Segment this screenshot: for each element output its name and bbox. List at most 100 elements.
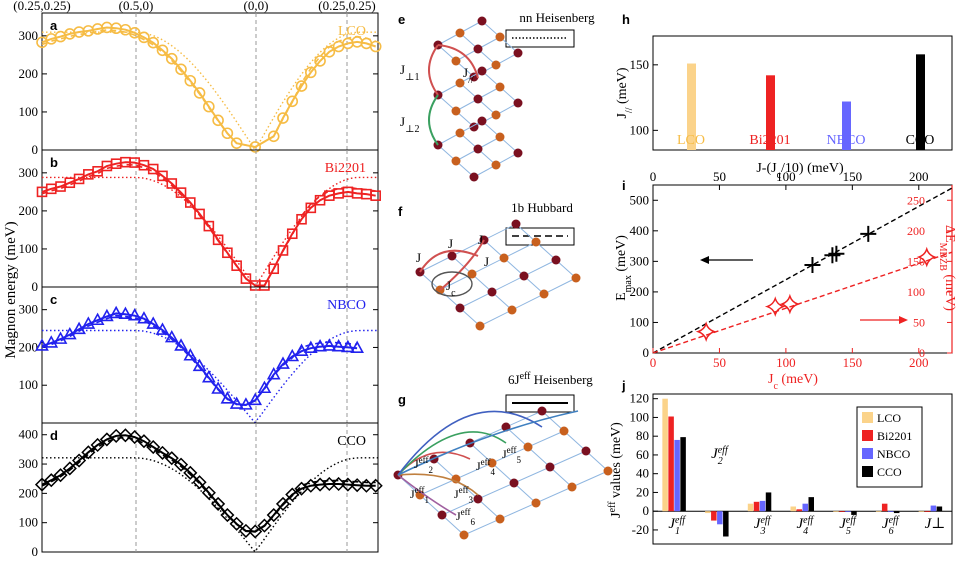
legend-label: LCO	[877, 411, 901, 425]
data-point	[118, 306, 133, 320]
data-point	[90, 437, 105, 453]
panel-j: j -20 0 20 40 60 80 100 120 Jeff values (meV) J1ef…	[607, 378, 953, 545]
data-point	[164, 451, 179, 466]
coupling-label: J⊥2	[400, 114, 419, 135]
y-tick-label: 0	[32, 142, 39, 157]
x-tick-label: 200	[909, 355, 929, 370]
data-point	[72, 453, 87, 468]
y-tick-label: 300	[19, 302, 39, 317]
bar	[802, 503, 808, 512]
data-point	[368, 478, 383, 493]
top-x-tick-label: 100	[776, 169, 796, 184]
lattice-site	[551, 255, 561, 265]
legend-swatch	[862, 412, 873, 423]
lattice-site	[469, 122, 479, 132]
fit-line-black	[652, 187, 953, 354]
arrow-right-head	[899, 316, 908, 324]
data-point	[259, 280, 270, 291]
lattice-site	[437, 510, 447, 520]
lattice-site	[467, 269, 477, 279]
data-point	[257, 518, 272, 533]
data-point	[62, 461, 77, 476]
bar	[687, 63, 696, 150]
top-x-tick-label: 0	[650, 169, 657, 184]
data-point	[331, 339, 346, 352]
arrow-left-head	[700, 256, 709, 264]
data-point	[201, 485, 216, 500]
lattice-site	[537, 406, 547, 416]
data-point	[220, 507, 235, 523]
top-q-label: (0,0)	[244, 0, 269, 13]
lattice-site	[495, 132, 505, 142]
bar	[668, 416, 674, 512]
coupling-label: Jeff3	[454, 485, 474, 505]
data-point	[138, 31, 150, 44]
data-point	[155, 445, 170, 460]
y-tick-label: 20	[636, 484, 649, 499]
data-point	[155, 322, 170, 335]
lattice-site	[447, 251, 457, 261]
top-q-label: (0.25,0.25)	[318, 0, 375, 13]
bar	[936, 506, 943, 512]
bar	[918, 511, 925, 512]
lattice-site	[559, 426, 569, 436]
y-tick-label: 200	[19, 66, 39, 81]
bar	[717, 511, 723, 525]
data-point	[146, 316, 161, 329]
lattice-site	[545, 462, 555, 472]
right-y-tick-label: 200	[907, 224, 925, 238]
data-point	[277, 112, 289, 124]
data-point	[192, 358, 207, 372]
lattice-site	[571, 273, 581, 283]
data-point	[331, 476, 346, 492]
lattice-site	[495, 32, 505, 42]
y-tick-label: 200	[19, 339, 39, 354]
data-point	[350, 478, 365, 493]
y-tick-label: 100	[19, 241, 39, 256]
y-tick-label: 100	[19, 515, 39, 530]
data-point	[229, 396, 244, 409]
exchange-path	[397, 474, 457, 516]
y-axis-title: Jeff values (meV)	[607, 422, 625, 518]
top-q-label: (0.5,0)	[119, 0, 154, 13]
exchange-path	[397, 410, 543, 476]
legend-swatch	[862, 448, 873, 459]
lattice-site	[509, 478, 519, 488]
coupling-label: Jeff5	[502, 445, 522, 465]
top-q-label: (0.25,0.25)	[13, 0, 70, 13]
bar	[924, 511, 931, 512]
data-point	[304, 66, 317, 79]
data-point	[322, 476, 337, 492]
top-x-tick-label: 50	[713, 169, 726, 184]
lattice-site	[477, 116, 487, 126]
fit-curve-solid	[41, 26, 377, 149]
data-point	[183, 348, 198, 361]
y-tick-label: 200	[630, 284, 650, 299]
lattice-bond	[419, 223, 517, 273]
lattice-site	[513, 98, 523, 108]
lattice-bond	[469, 442, 537, 504]
data-point	[230, 137, 243, 149]
data-point	[276, 356, 290, 369]
data-point	[53, 331, 68, 344]
lattice-site	[539, 289, 549, 299]
legend-box	[505, 29, 575, 48]
y-tick-label: 300	[19, 456, 39, 471]
data-point	[211, 381, 225, 394]
coupling-label: Jc	[446, 278, 456, 299]
data-point	[222, 247, 233, 259]
lattice-site	[581, 446, 591, 456]
data-point	[92, 166, 103, 177]
lattice-site	[475, 321, 485, 331]
y-tick-label: 300	[19, 165, 39, 180]
data-point	[285, 487, 300, 502]
coupling-label: J	[416, 250, 421, 265]
bar	[705, 511, 711, 514]
lattice-site	[495, 82, 505, 92]
data-point	[322, 338, 337, 351]
data-point	[257, 380, 272, 394]
bar	[674, 439, 680, 512]
bar	[723, 511, 729, 537]
